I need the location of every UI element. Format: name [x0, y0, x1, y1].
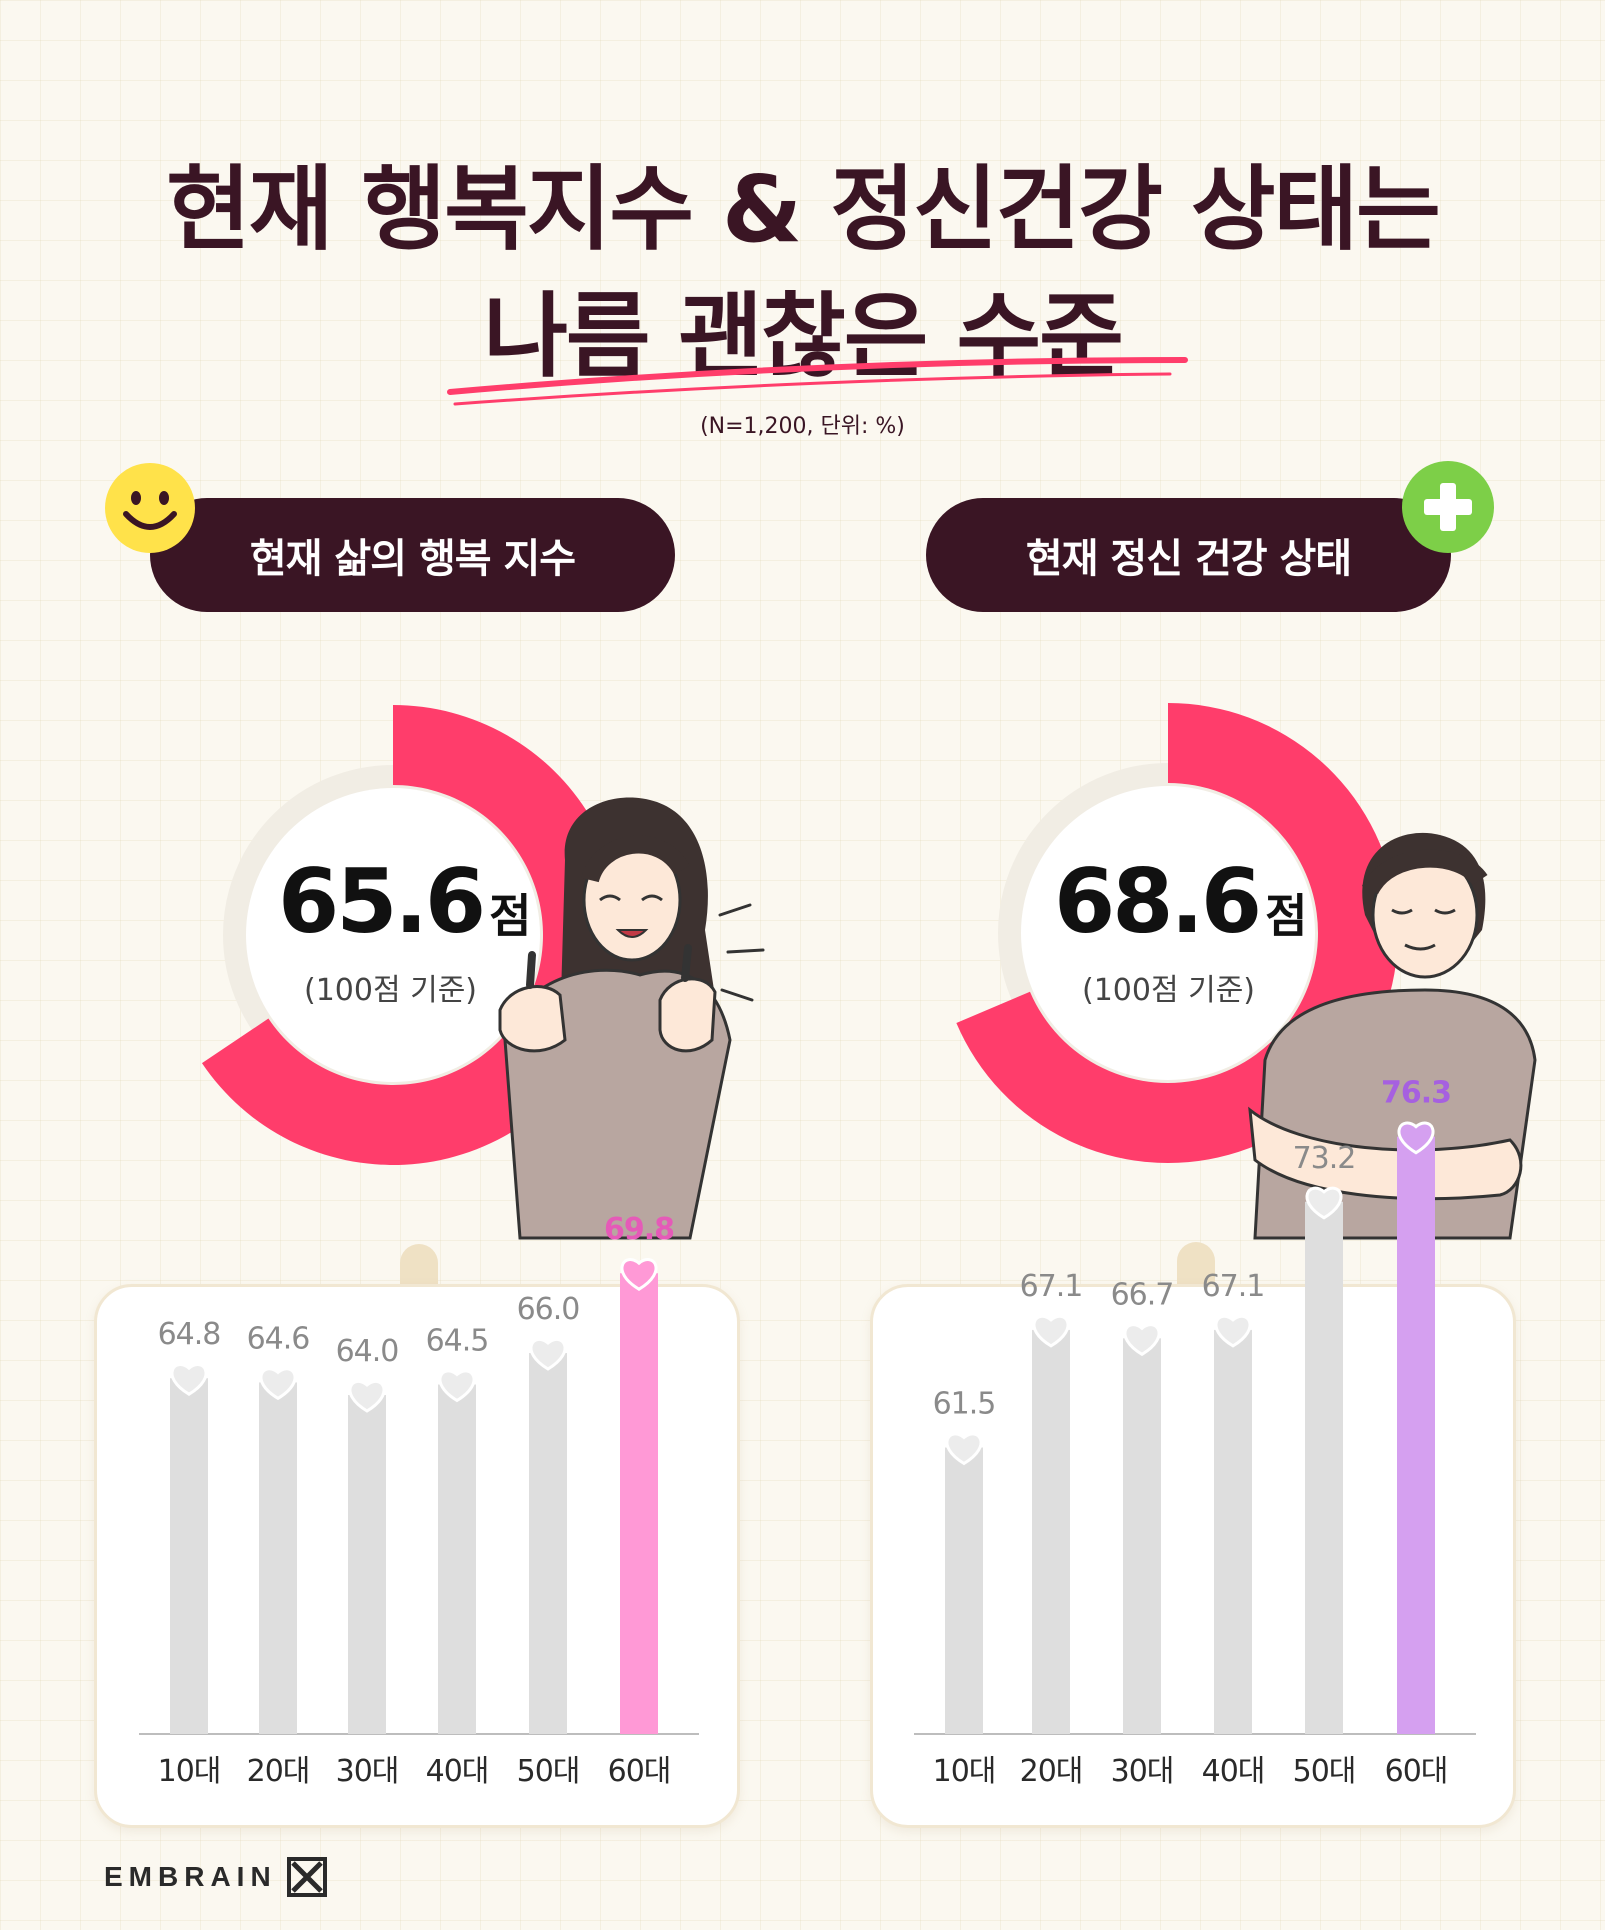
happiness-heading-label: 현재 삶의 행복 지수: [249, 536, 576, 582]
mental-health-basis: (100점 기준): [1082, 973, 1256, 1008]
mental-health-score: 68.6 점: [1054, 850, 1307, 953]
mental-health-bar-1: [1032, 1329, 1070, 1734]
happiness-bar-2: [348, 1395, 386, 1734]
happiness-heart-icon-0: [170, 1363, 208, 1396]
mental-health-heart-icon-0: [945, 1432, 983, 1466]
happiness-category-label-3: 40대: [426, 1754, 489, 1789]
plus-icon: [1402, 461, 1494, 553]
brand-mark-icon: [286, 1857, 327, 1897]
mental-health-donut-center: [1021, 786, 1315, 1080]
happiness-category-label-4: 50대: [517, 1754, 580, 1789]
woman-thumbs-up-illustration: [498, 797, 765, 1240]
happiness-heading: 현재 삶의 행복 지수: [150, 498, 675, 612]
sample-note: (N=1,200, 단위: %): [700, 414, 905, 439]
happiness-category-label-2: 30대: [336, 1754, 399, 1789]
mental-health-value-label-5: 76.3: [1381, 1076, 1451, 1111]
mental-health-category-label-0: 10대: [933, 1754, 996, 1789]
happiness-score-unit: 점: [489, 889, 532, 943]
mental-health-bar-3: [1214, 1329, 1252, 1734]
mental-health-category-label-4: 50대: [1293, 1754, 1356, 1789]
happiness-bar-5: [620, 1273, 658, 1734]
happiness-heart-icon-4: [529, 1337, 567, 1371]
brand-logo: EMBRAIN: [104, 1857, 327, 1897]
happiness-bar-0: [170, 1378, 208, 1734]
brand-name: EMBRAIN: [104, 1861, 277, 1892]
smiley-icon: [105, 463, 195, 553]
happiness-heart-icon-1: [259, 1367, 297, 1401]
mental-health-heart-icon-3: [1214, 1314, 1252, 1348]
mental-health-category-label-1: 20대: [1020, 1754, 1083, 1789]
happiness-bar-1: [259, 1382, 297, 1734]
happiness-value-label-3: 64.5: [426, 1324, 489, 1359]
mental-health-bar-0: [945, 1447, 983, 1734]
mental-health-category-label-5: 60대: [1385, 1754, 1448, 1789]
mental-health-value-label-4: 73.2: [1293, 1141, 1356, 1176]
mental-health-heading-label: 현재 정신 건강 상태: [1025, 536, 1352, 582]
page-title-line2: 나름 괜찮은 수준: [483, 283, 1124, 390]
happiness-category-label-0: 10대: [158, 1754, 221, 1789]
title-underline: [447, 357, 1188, 406]
people-illustrations: [498, 797, 1537, 1240]
happiness-heart-icon-3: [438, 1369, 476, 1403]
mental-health-value-label-2: 66.7: [1111, 1277, 1174, 1312]
mental-health-score-value: 68.6: [1054, 850, 1262, 953]
happiness-heart-icon-2: [348, 1379, 386, 1413]
mental-health-bar-5: [1397, 1136, 1435, 1734]
happiness-score-value: 65.6: [278, 850, 486, 953]
happiness-category-label-1: 20대: [247, 1754, 310, 1789]
happiness-category-label-5: 60대: [608, 1754, 671, 1789]
happiness-value-label-4: 66.0: [517, 1292, 580, 1327]
mental-health-heart-icon-2: [1123, 1323, 1161, 1357]
happiness-value-label-2: 64.0: [336, 1334, 399, 1369]
mental-health-heading: 현재 정신 건강 상태: [926, 498, 1451, 612]
happiness-bar-3: [438, 1384, 476, 1734]
happiness-bar-4: [529, 1353, 567, 1734]
happiness-value-label-5: 69.8: [604, 1212, 674, 1247]
mental-health-score-unit: 점: [1265, 889, 1308, 943]
mental-health-heart-icon-5: [1397, 1121, 1435, 1155]
happiness-score: 65.6 점: [278, 850, 531, 953]
mental-health-heart-icon-4: [1305, 1186, 1343, 1220]
mental-health-bar-4: [1305, 1201, 1343, 1734]
happiness-heart-icon-5: [620, 1258, 658, 1291]
mental-health-value-label-3: 67.1: [1202, 1269, 1265, 1304]
mental-health-bar-2: [1123, 1338, 1161, 1734]
man-arms-crossed-illustration: [1248, 832, 1537, 1240]
page-title-line1: 현재 행복지수 & 정신건강 상태는: [166, 156, 1441, 263]
happiness-value-label-1: 64.6: [247, 1321, 310, 1356]
mental-health-value-label-1: 67.1: [1020, 1269, 1083, 1304]
mental-health-heart-icon-1: [1032, 1314, 1070, 1348]
mental-health-value-label-0: 61.5: [933, 1387, 996, 1422]
happiness-value-label-0: 64.8: [158, 1317, 221, 1352]
happiness-basis: (100점 기준): [304, 973, 478, 1008]
happiness-donut-center: [246, 788, 540, 1082]
mental-health-category-label-3: 40대: [1202, 1754, 1265, 1789]
mental-health-category-label-2: 30대: [1111, 1754, 1174, 1789]
